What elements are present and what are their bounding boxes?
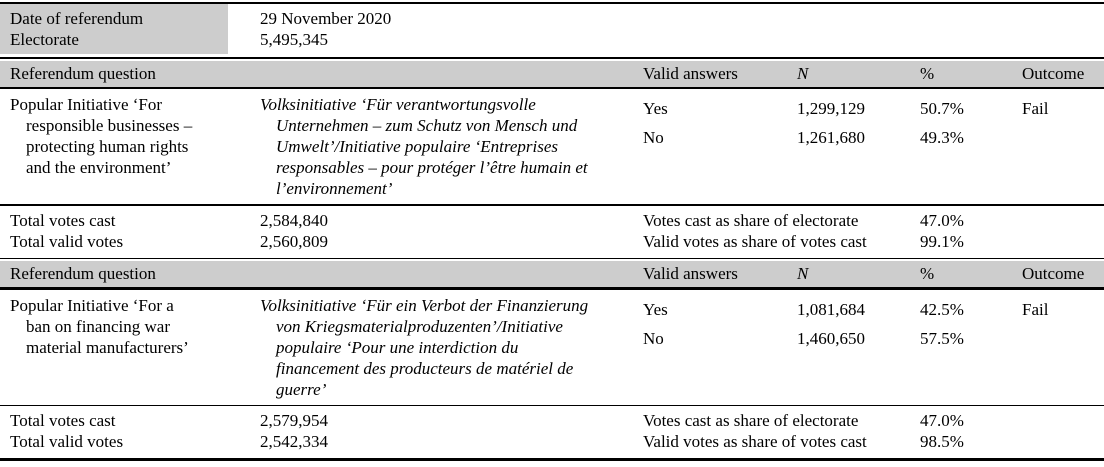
total-valid-votes-label: Total valid votes: [10, 231, 124, 251]
answer-label-yes: Yes: [643, 99, 668, 118]
electorate-label: Electorate: [10, 30, 79, 49]
question-block-1: Popular Initiative ‘For responsible busi…: [0, 89, 1104, 204]
answer-n-no: 1,460,650: [797, 328, 865, 348]
totals-row: Total valid votes 2,542,334 Valid votes …: [10, 431, 1094, 452]
header-outcome: Outcome: [1022, 264, 1085, 283]
column-header-row-1: Referendum question Valid answers N % Ou…: [0, 60, 1104, 87]
header-percent: %: [920, 63, 935, 83]
question-original-language: Volksinitiative ‘Für ein Verbot der Fina…: [260, 295, 589, 399]
column-header-row-2: Referendum question Valid answers N % Ou…: [0, 261, 1104, 287]
answer-pct-yes: 50.7%: [920, 99, 964, 118]
answer-counts: 1,081,684 1,460,650: [797, 295, 920, 400]
total-valid-votes-label: Total valid votes: [10, 432, 124, 451]
total-valid-votes-value: 2,542,334: [260, 432, 328, 451]
share-electorate-value: 47.0%: [920, 411, 964, 430]
answer-counts: 1,299,129 1,261,680: [797, 94, 920, 199]
share-electorate-label: Votes cast as share of electorate: [643, 411, 859, 430]
answer-n-no: 1,261,680: [797, 128, 865, 147]
answer-percents: 42.5% 57.5%: [920, 295, 1022, 400]
bottom-rule: [0, 458, 1104, 461]
totals-row: Total votes cast 2,579,954 Votes cast as…: [10, 410, 1094, 431]
outcome-value: Fail: [1022, 99, 1049, 118]
share-votes-value: 99.1%: [920, 231, 964, 251]
total-votes-cast-label: Total votes cast: [10, 411, 116, 430]
electorate-value: 5,495,345: [260, 30, 328, 49]
top-rule: [0, 2, 1104, 4]
share-votes-label: Valid votes as share of votes cast: [643, 231, 867, 251]
answer-n-yes: 1,299,129: [797, 99, 865, 118]
electorate-row: Electorate 5,495,345: [10, 29, 1094, 50]
info-section: Date of referendum 29 November 2020 Elec…: [0, 4, 1104, 54]
total-votes-cast-label: Total votes cast: [10, 210, 116, 230]
share-electorate-label: Votes cast as share of electorate: [643, 210, 859, 230]
date-label: Date of referendum: [10, 9, 144, 28]
header-n: N: [797, 63, 809, 83]
total-valid-votes-value: 2,560,809: [260, 231, 328, 251]
header-bottom-rule: [0, 86, 1104, 89]
question-english: Popular Initiative ‘For responsible busi…: [10, 95, 193, 177]
totals-section-1: Total votes cast 2,584,840 Votes cast as…: [0, 206, 1104, 258]
header-n: N: [797, 264, 809, 283]
answer-n-yes: 1,081,684: [797, 299, 865, 319]
totals-row: Total votes cast 2,584,840 Votes cast as…: [10, 210, 1094, 231]
answer-label-no: No: [643, 128, 664, 147]
total-votes-cast-value: 2,584,840: [260, 210, 328, 230]
answer-labels: Yes No: [643, 94, 797, 199]
totals-section-2: Total votes cast 2,579,954 Votes cast as…: [0, 406, 1104, 458]
header-valid-answers: Valid answers: [643, 63, 738, 83]
question-original-language: Volksinitiative ‘Für verantwortungsvolle…: [260, 95, 588, 198]
outcome-value: Fail: [1022, 299, 1049, 319]
answer-label-no: No: [643, 328, 664, 348]
header-referendum-question: Referendum question: [10, 63, 156, 83]
divider-rule: [0, 204, 1104, 206]
share-votes-label: Valid votes as share of votes cast: [643, 432, 867, 451]
header-referendum-question: Referendum question: [10, 264, 156, 283]
totals-row: Total valid votes 2,560,809 Valid votes …: [10, 231, 1094, 252]
answer-labels: Yes No: [643, 295, 797, 400]
answer-percents: 50.7% 49.3%: [920, 94, 1022, 199]
date-value: 29 November 2020: [260, 9, 392, 28]
header-percent: %: [920, 264, 935, 283]
header-valid-answers: Valid answers: [643, 264, 738, 283]
share-votes-value: 98.5%: [920, 432, 964, 451]
answer-pct-yes: 42.5%: [920, 299, 964, 319]
answer-pct-no: 49.3%: [920, 128, 964, 147]
share-electorate-value: 47.0%: [920, 210, 964, 230]
header-bottom-rule: [0, 287, 1104, 290]
question-block-2: Popular Initiative ‘For a ban on financi…: [0, 290, 1104, 405]
question-english: Popular Initiative ‘For a ban on financi…: [10, 295, 189, 357]
divider-rule: [0, 404, 1104, 406]
total-votes-cast-value: 2,579,954: [260, 411, 328, 430]
header-outcome: Outcome: [1022, 63, 1085, 83]
divider-rule: [0, 257, 1104, 259]
date-row: Date of referendum 29 November 2020: [10, 8, 1094, 29]
answer-pct-no: 57.5%: [920, 328, 964, 348]
answer-label-yes: Yes: [643, 299, 668, 319]
divider-rule: [0, 57, 1104, 59]
